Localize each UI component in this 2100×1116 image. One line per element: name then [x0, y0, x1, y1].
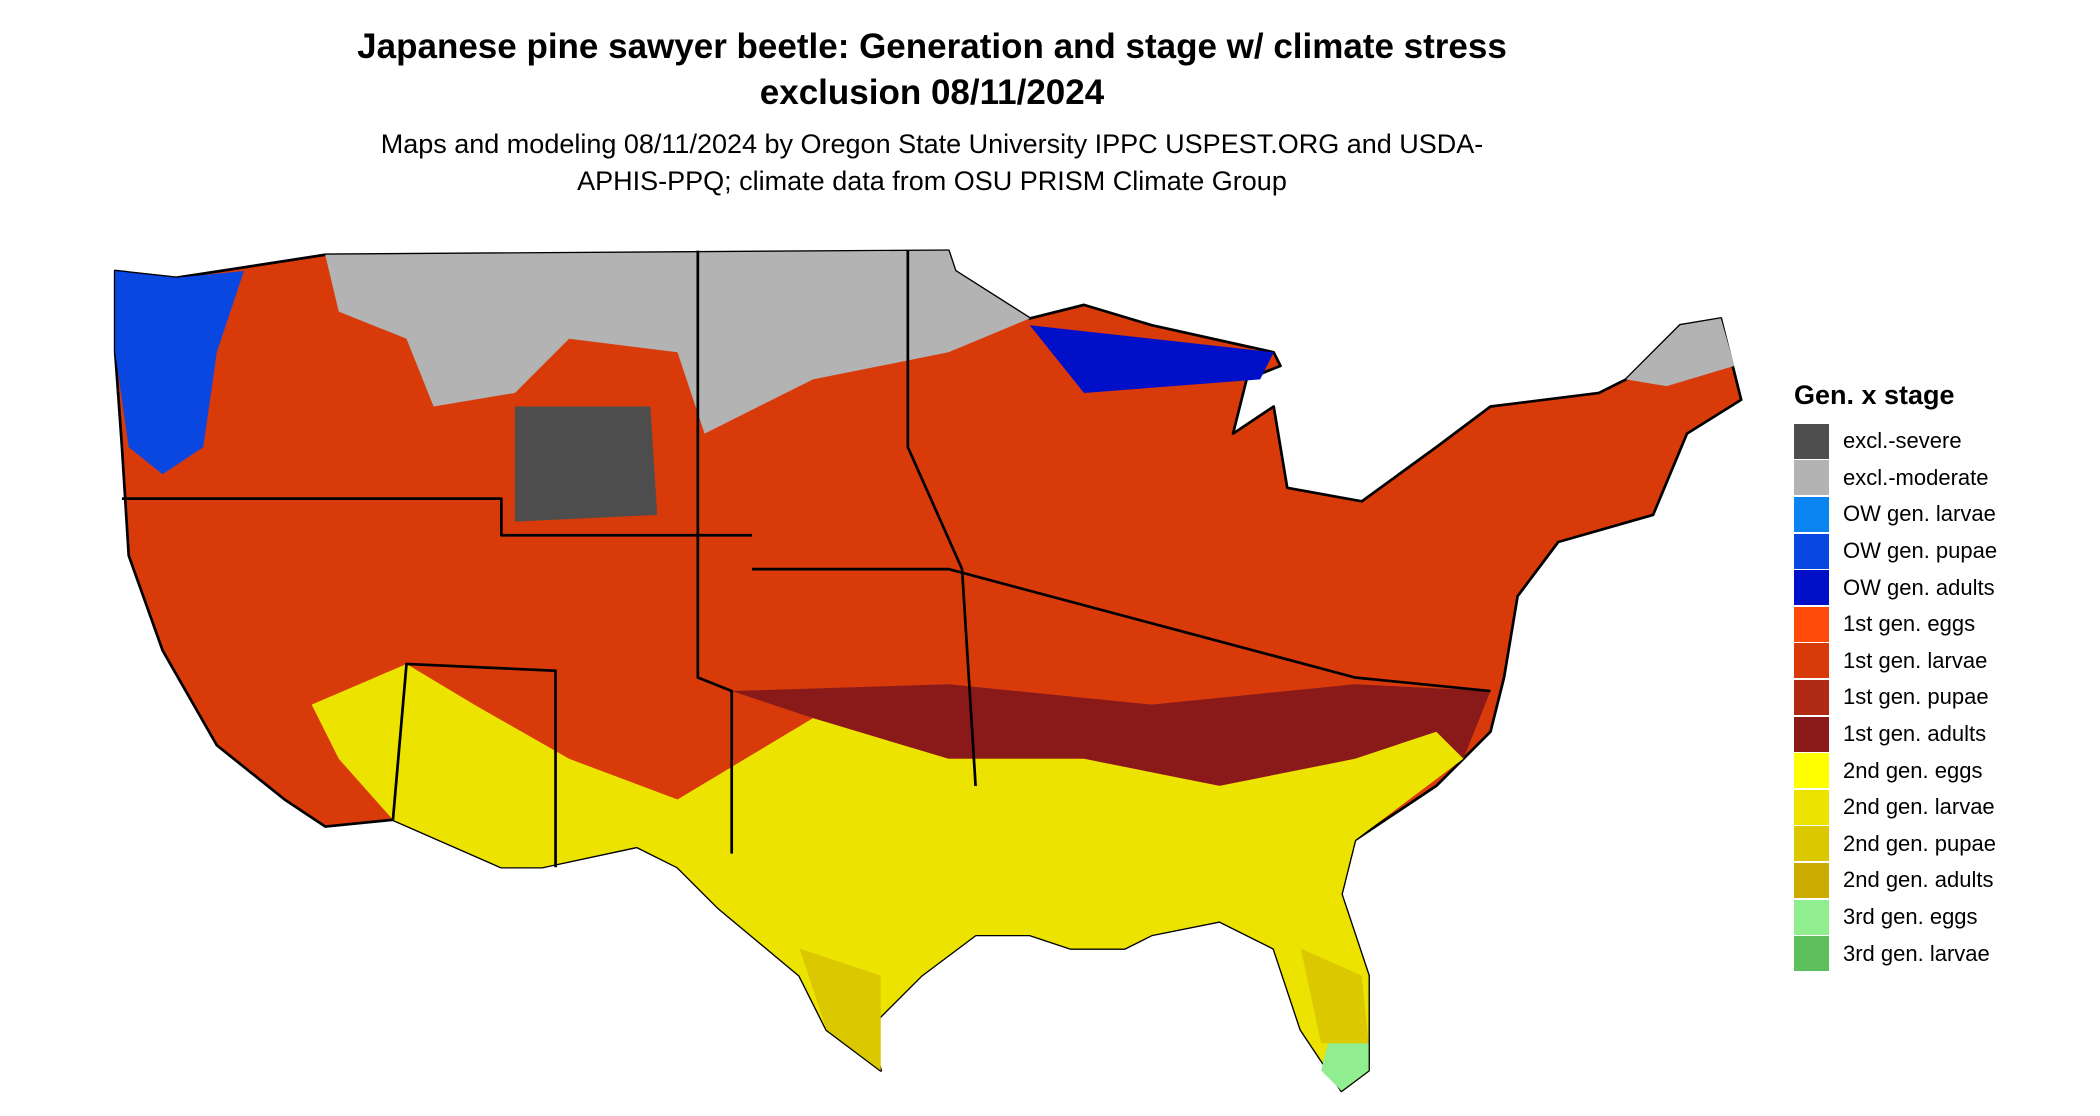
region-green [1321, 1043, 1369, 1091]
legend-swatch [1794, 862, 1829, 898]
legend-swatch [1794, 679, 1829, 715]
legend-label: 3rd gen. eggs [1843, 904, 1978, 930]
legend-swatch [1794, 606, 1829, 642]
legend-label: 1st gen. pupae [1843, 684, 1989, 710]
legend-swatch [1794, 753, 1829, 789]
region-gold [1300, 948, 1369, 1044]
region-gold [799, 948, 881, 1071]
legend-swatch [1794, 826, 1829, 862]
legend-swatch [1794, 570, 1829, 606]
legend-item: 3rd gen. larvae [1794, 935, 1997, 972]
legend-item: OW gen. pupae [1794, 533, 1997, 570]
legend-item: 1st gen. adults [1794, 716, 1997, 753]
legend-label: 1st gen. adults [1843, 721, 1987, 747]
legend-label: 2nd gen. pupae [1843, 830, 1996, 856]
legend-swatch [1794, 716, 1829, 752]
legend-item: OW gen. larvae [1794, 496, 1997, 533]
state-border [696, 250, 734, 854]
legend-label: 1st gen. eggs [1843, 611, 1976, 637]
legend-item: 3rd gen. eggs [1794, 899, 1997, 936]
state-border [121, 497, 753, 537]
legend-label: 2nd gen. larvae [1843, 794, 1995, 820]
state-border [906, 250, 977, 786]
region-dark-red [731, 684, 1491, 786]
subtitle: Maps and modeling 08/11/2024 by Oregon S… [380, 129, 1484, 196]
legend-title: Gen. x stage [1794, 380, 1955, 410]
state-border [752, 567, 1491, 693]
legend-item: 2nd gen. pupae [1794, 826, 1997, 863]
region-gray-dark [514, 406, 658, 522]
legend-swatch [1794, 936, 1829, 972]
legend-swatch [1794, 899, 1829, 935]
legend-item: 1st gen. eggs [1794, 606, 1997, 643]
legend-item: 1st gen. larvae [1794, 643, 1997, 680]
legend-label: 2nd gen. adults [1843, 867, 1994, 893]
legend-item: 2nd gen. adults [1794, 862, 1997, 899]
legend-swatch [1794, 460, 1829, 496]
legend-items: excl.-severe excl.-moderate OW gen. larvae… [1794, 423, 1997, 972]
region-gray [325, 250, 1030, 434]
legend-label: 1st gen. larvae [1843, 647, 1988, 673]
legend-item: 1st gen. pupae [1794, 679, 1997, 716]
legend-label: OW gen. pupae [1843, 538, 1998, 564]
legend-swatch [1794, 643, 1829, 679]
legend-item: excl.-severe [1794, 423, 1997, 460]
legend-swatch [1794, 496, 1829, 532]
title: Japanese pine sawyer beetle: Generation … [357, 27, 1507, 112]
region-blue [115, 271, 244, 475]
region-gray [1626, 318, 1735, 387]
legend-label: OW gen. larvae [1843, 501, 1996, 527]
legend-label: excl.-severe [1843, 428, 1962, 454]
legend-label: OW gen. adults [1843, 574, 1995, 600]
legend-item: excl.-moderate [1794, 460, 1997, 497]
legend-swatch [1794, 533, 1829, 569]
legend: Gen. x stage excl.-severe excl.-moderate O… [1794, 380, 1997, 972]
region-blue [1029, 325, 1274, 393]
legend-label: excl.-moderate [1843, 464, 1989, 490]
legend-swatch [1794, 789, 1829, 825]
legend-label: 3rd gen. larvae [1843, 940, 1990, 966]
legend-swatch [1794, 423, 1829, 459]
state-border [391, 662, 557, 868]
legend-item: OW gen. adults [1794, 569, 1997, 606]
legend-item: 2nd gen. larvae [1794, 789, 1997, 826]
legend-label: 2nd gen. eggs [1843, 757, 1983, 783]
region-yellow [311, 663, 1464, 1091]
legend-item: 2nd gen. eggs [1794, 752, 1997, 789]
